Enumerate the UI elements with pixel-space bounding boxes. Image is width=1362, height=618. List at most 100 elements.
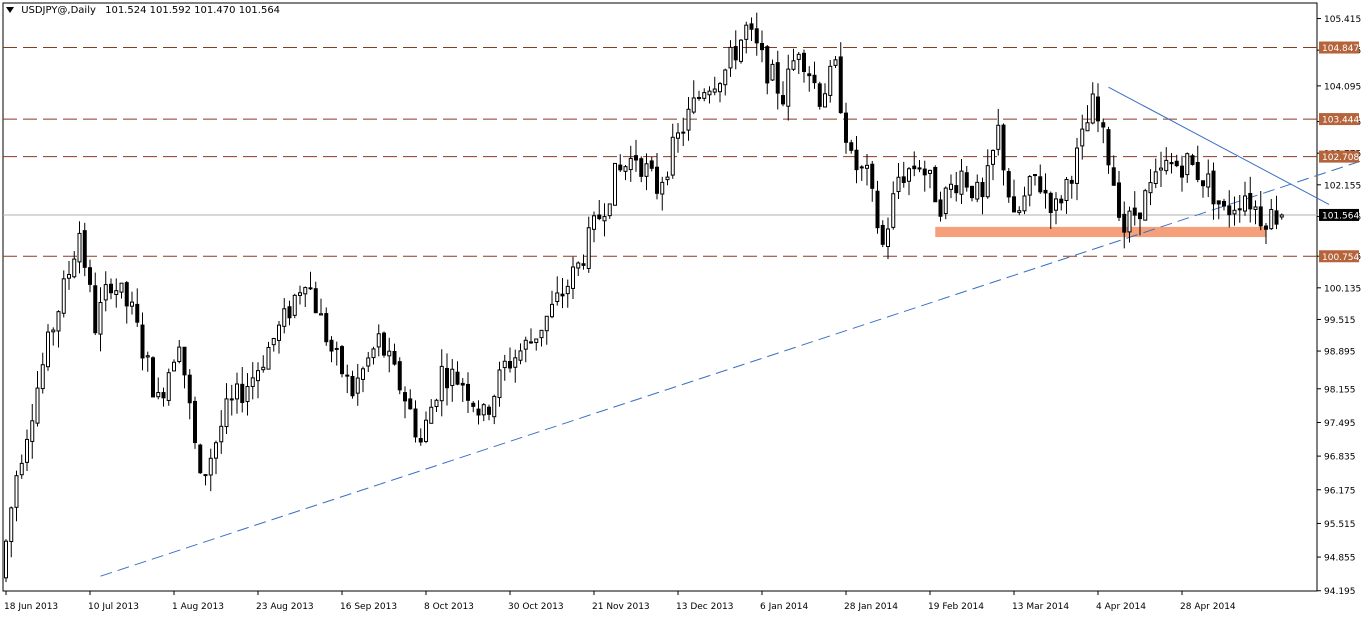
candle-body — [1144, 191, 1147, 220]
candle-body — [1202, 181, 1205, 186]
candle-body — [1049, 193, 1052, 212]
candle-body — [834, 60, 837, 66]
candle-body — [194, 401, 197, 442]
x-axis-tick-label: 30 Oct 2013 — [508, 602, 564, 612]
candle-body — [1165, 160, 1168, 170]
candle-body — [908, 169, 911, 181]
candle-body — [750, 24, 753, 29]
dropdown-triangle-icon[interactable] — [6, 7, 14, 13]
candle-body — [766, 47, 769, 83]
candle-body — [1139, 213, 1142, 219]
candle-body — [152, 358, 155, 397]
x-axis-tick-label: 10 Jul 2013 — [88, 602, 139, 612]
candle-body — [771, 64, 774, 80]
candle-body — [824, 94, 827, 107]
candle-body — [1233, 210, 1236, 214]
candle-body — [635, 156, 638, 160]
y-axis-tick-label: 94.855 — [1324, 554, 1356, 564]
candle-body — [1118, 183, 1121, 217]
candle-body — [503, 361, 506, 367]
candle-body — [204, 475, 207, 476]
candle-body — [698, 97, 701, 98]
candle-body — [582, 264, 585, 266]
candle-body — [209, 458, 212, 475]
candle-body — [372, 349, 375, 358]
candle-body — [20, 463, 23, 474]
candle-body — [1097, 97, 1100, 121]
candle-body — [881, 225, 884, 244]
candle-body — [1254, 207, 1257, 209]
level-price-label: 102.708 — [1322, 153, 1359, 163]
candle-body — [1128, 211, 1131, 232]
candle-body — [1175, 161, 1178, 165]
candle-body — [446, 368, 449, 387]
candle-body — [855, 150, 858, 169]
candle-body — [1007, 172, 1010, 197]
candle-body — [708, 91, 711, 95]
candle-body — [734, 47, 737, 60]
candle-body — [598, 215, 601, 219]
candle-body — [267, 347, 270, 369]
candle-body — [818, 84, 821, 106]
symbol-label: USDJPY@,Daily — [21, 5, 96, 16]
x-axis-tick-label: 18 Jun 2013 — [4, 602, 58, 612]
candle-body — [587, 228, 590, 269]
x-axis-tick-label: 8 Oct 2013 — [424, 602, 474, 612]
candle-body — [272, 338, 275, 344]
candle-body — [104, 285, 107, 300]
candle-body — [5, 541, 8, 578]
candle-body — [251, 378, 254, 387]
candle-body — [1044, 190, 1047, 193]
ohlc-values: 101.524 101.592 101.470 101.564 — [105, 5, 280, 16]
y-axis-tick-label: 96.175 — [1324, 486, 1356, 496]
candle-body — [62, 279, 65, 313]
candle-body — [986, 166, 989, 197]
plot-frame — [3, 3, 1317, 591]
candle-body — [761, 43, 764, 49]
level-price-label: 103.444 — [1322, 116, 1359, 126]
x-axis-tick-label: 19 Feb 2014 — [928, 602, 984, 612]
candle-body — [419, 439, 422, 442]
candle-body — [173, 362, 176, 371]
candle-body — [404, 393, 407, 401]
x-axis-tick-label: 4 Apr 2014 — [1096, 602, 1146, 612]
candle-body — [215, 443, 218, 458]
candle-body — [309, 288, 312, 289]
candle-body — [1076, 148, 1079, 183]
candle-body — [1170, 163, 1173, 164]
candle-body — [430, 407, 433, 423]
candle-body — [929, 170, 932, 173]
candle-body — [393, 351, 396, 364]
candle-body — [845, 113, 848, 142]
candle-body — [314, 289, 317, 313]
candle-body — [1181, 166, 1184, 177]
candle-body — [461, 383, 464, 385]
candle-body — [1112, 168, 1115, 185]
candle-body — [1265, 226, 1268, 229]
candle-body — [871, 164, 874, 188]
candle-body — [1039, 177, 1042, 192]
candle-body — [603, 217, 606, 221]
y-axis-tick-label: 95.515 — [1324, 520, 1356, 530]
candle-body — [120, 283, 123, 292]
candle-body — [167, 373, 170, 401]
candle-body — [614, 163, 617, 205]
candle-body — [341, 347, 344, 374]
candle-body — [41, 365, 44, 389]
candle-body — [729, 47, 732, 68]
candle-body — [367, 358, 370, 366]
candle-body — [1207, 174, 1210, 187]
candle-body — [1212, 171, 1215, 204]
candle-body — [860, 167, 863, 168]
candle-body — [1270, 209, 1273, 228]
candle-body — [1191, 156, 1194, 165]
candle-body — [650, 161, 653, 168]
candle-body — [960, 171, 963, 194]
candle-body — [981, 182, 984, 196]
candle-body — [782, 96, 785, 104]
candle-body — [745, 25, 748, 39]
candle-body — [241, 384, 244, 402]
candle-body — [136, 304, 139, 322]
candle-body — [950, 184, 953, 189]
descending-trendline[interactable] — [1109, 87, 1330, 204]
